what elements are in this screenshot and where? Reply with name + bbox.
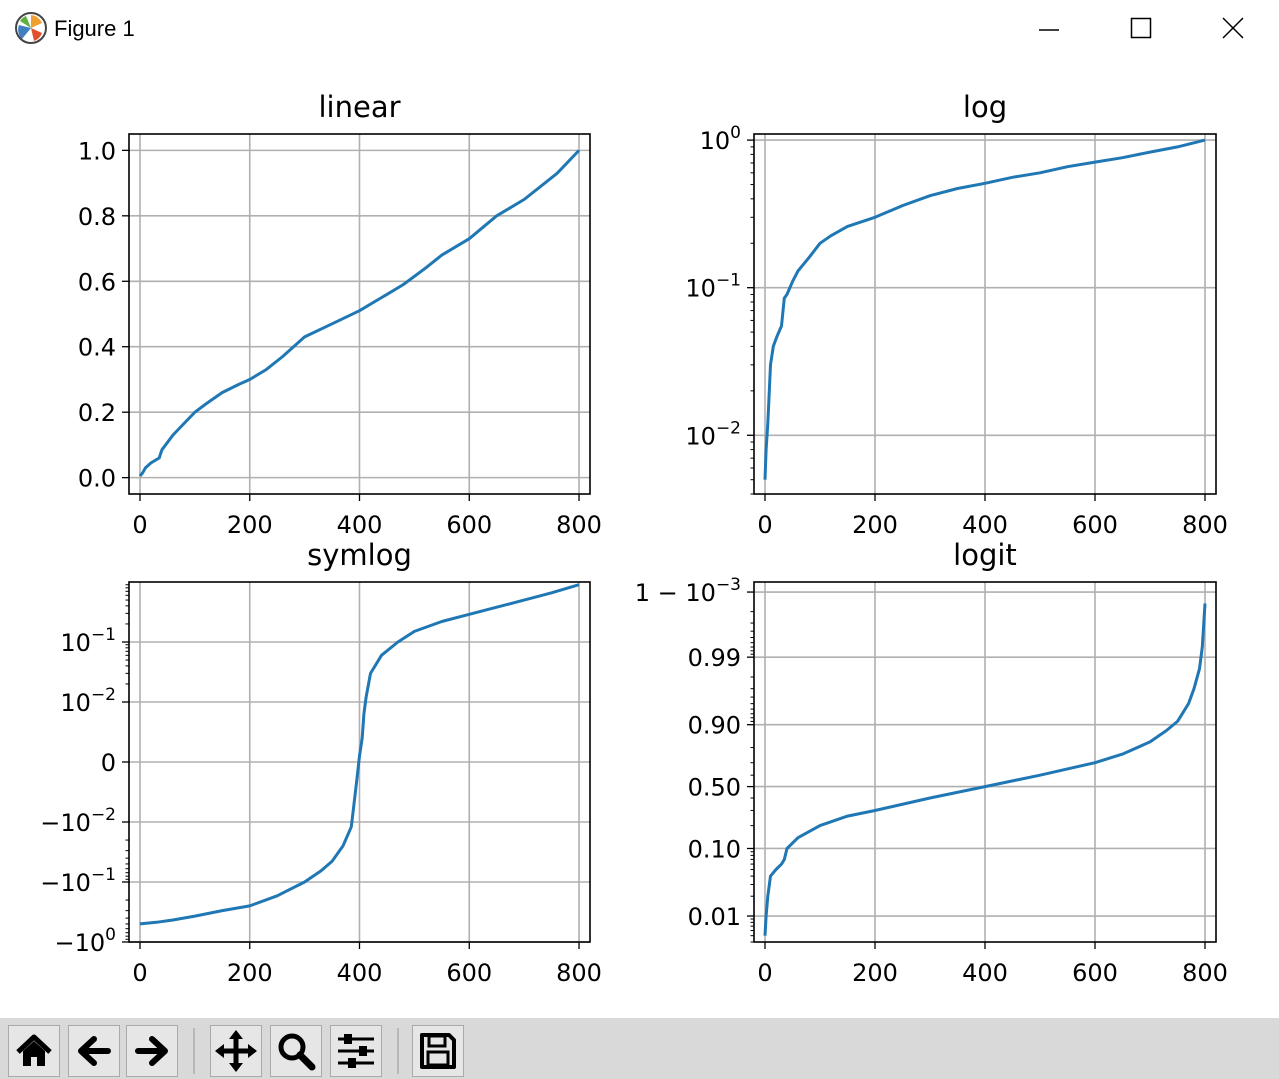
y-tick-label: 0 — [101, 749, 116, 777]
zoom-icon — [278, 1033, 316, 1071]
save-icon — [420, 1033, 456, 1069]
back-button[interactable] — [68, 1025, 120, 1077]
y-tick-label: −100 — [55, 925, 116, 957]
y-tick-label: 0.50 — [688, 774, 741, 802]
x-tick-label: 0 — [132, 959, 147, 987]
x-tick-label: 400 — [962, 959, 1008, 987]
subplot-linear: 0 200 400 600 800 0.0 0.2 0.4 0.6 0.8 1.0 linear — [78, 90, 602, 539]
y-tick-label: 0.0 — [78, 465, 116, 493]
x-tick-label: 0 — [757, 511, 772, 539]
axes-frame — [753, 581, 1217, 943]
x-tick-label: 600 — [1072, 511, 1118, 539]
series-line — [139, 583, 580, 926]
series-line — [763, 138, 1206, 480]
x-tick-label: 400 — [962, 511, 1008, 539]
x-tick-label: 0 — [132, 511, 147, 539]
y-tick-label: 10−2 — [60, 685, 116, 717]
series-line — [138, 149, 581, 477]
maximize-icon — [1130, 17, 1152, 39]
forward-arrow-icon — [135, 1036, 168, 1066]
x-tick-label: 200 — [227, 511, 273, 539]
y-tick-label: 0.8 — [78, 203, 116, 231]
x-tick-label: 800 — [556, 959, 602, 987]
configure-subplots-button[interactable] — [330, 1025, 382, 1077]
y-tick-label: 0.99 — [688, 644, 741, 672]
minimize-icon — [1039, 29, 1059, 31]
maximize-button[interactable] — [1095, 0, 1187, 56]
y-tick-label: 10−1 — [60, 625, 116, 657]
minimize-button[interactable] — [1003, 0, 1095, 56]
axes-frame — [128, 581, 591, 943]
toolbar-separator — [193, 1028, 195, 1074]
axes-frame — [753, 133, 1217, 495]
subplot-title: logit — [953, 538, 1017, 572]
subplot-log: 0 200 400 600 800 100 10−1 10−2 log — [685, 90, 1228, 539]
pan-button[interactable] — [210, 1025, 262, 1077]
y-tick-label: 10−2 — [685, 418, 741, 450]
x-tick-label: 0 — [757, 959, 772, 987]
y-tick-label: 0.4 — [78, 334, 116, 362]
subplot-logit: 0 200 400 600 800 1 − 10−3 0.99 0.90 0.50 0.10 0.0… — [635, 538, 1228, 987]
y-tick-label: −10−1 — [40, 865, 116, 897]
subplot-symlog: 0 200 400 600 800 10−1 10−2 0 −10−2 −10−1 −100 syml… — [40, 538, 602, 987]
window-title: Figure 1 — [54, 16, 135, 41]
x-tick-label: 200 — [227, 959, 273, 987]
series-line — [763, 603, 1207, 936]
figure-canvas[interactable]: 0 200 400 600 800 0.0 0.2 0.4 0.6 0.8 1.0 linear 0 20… — [0, 56, 1279, 1018]
y-tick-label: 1.0 — [78, 137, 116, 165]
x-tick-label: 200 — [852, 511, 898, 539]
x-tick-label: 400 — [337, 511, 383, 539]
zoom-button[interactable] — [270, 1025, 322, 1077]
navigation-toolbar — [0, 1018, 1279, 1079]
x-tick-label: 800 — [1182, 511, 1228, 539]
subplot-title: log — [963, 90, 1007, 124]
y-tick-label: 10−1 — [685, 271, 741, 303]
close-button[interactable] — [1187, 0, 1279, 56]
save-button[interactable] — [412, 1025, 464, 1077]
x-tick-label: 800 — [556, 511, 602, 539]
configure-subplots-icon — [338, 1034, 374, 1068]
window-titlebar: Figure 1 — [0, 0, 1279, 56]
back-arrow-icon — [78, 1036, 111, 1066]
y-tick-label: 1 − 10−3 — [635, 575, 741, 607]
home-button[interactable] — [8, 1025, 60, 1077]
close-icon — [1222, 17, 1244, 39]
matplotlib-logo-icon — [15, 12, 47, 44]
toolbar-separator — [397, 1028, 399, 1074]
y-tick-label: 0.6 — [78, 268, 116, 296]
y-tick-label: 0.10 — [688, 835, 741, 863]
x-tick-label: 400 — [337, 959, 383, 987]
forward-button[interactable] — [126, 1025, 178, 1077]
y-tick-label: 100 — [700, 123, 741, 155]
x-tick-label: 200 — [852, 959, 898, 987]
axes-frame — [128, 133, 591, 495]
y-tick-label: 0.2 — [78, 399, 116, 427]
x-tick-label: 600 — [1072, 959, 1118, 987]
x-tick-label: 600 — [446, 511, 492, 539]
pan-icon — [215, 1030, 257, 1072]
subplot-title: symlog — [307, 538, 412, 572]
x-tick-label: 800 — [1182, 959, 1228, 987]
y-tick-label: 0.90 — [688, 712, 741, 740]
y-tick-label: 0.01 — [688, 903, 741, 931]
home-icon — [16, 1034, 52, 1066]
x-tick-label: 600 — [446, 959, 492, 987]
subplot-title: linear — [318, 90, 400, 124]
y-tick-label: −10−2 — [40, 805, 116, 837]
